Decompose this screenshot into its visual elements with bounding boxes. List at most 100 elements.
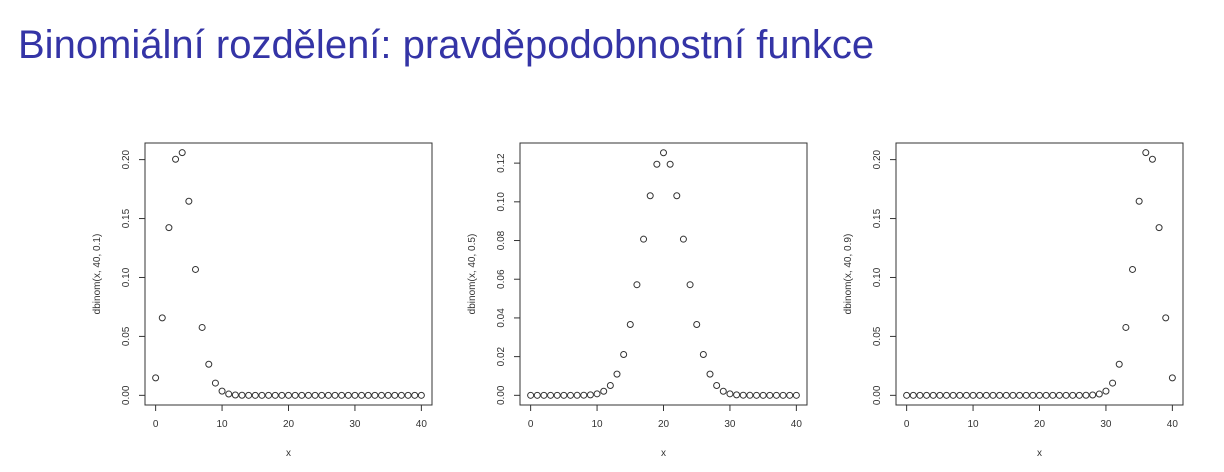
y-tick-label: 0.04 xyxy=(496,308,507,328)
y-tick-label: 0.20 xyxy=(121,149,132,169)
point xyxy=(178,149,186,157)
point xyxy=(411,391,419,399)
point xyxy=(1168,374,1176,382)
point xyxy=(606,381,614,389)
point xyxy=(165,224,173,232)
point xyxy=(205,360,213,368)
x-tick-label: 20 xyxy=(1034,419,1046,430)
point xyxy=(620,350,628,358)
point xyxy=(679,235,687,243)
point xyxy=(626,321,634,329)
point xyxy=(666,160,674,168)
point xyxy=(291,391,299,399)
point xyxy=(779,391,787,399)
point xyxy=(185,197,193,205)
y-axis-label: dbinom(x, 40, 0.9) xyxy=(843,234,854,315)
y-tick-label: 0.10 xyxy=(496,192,507,212)
x-tick-label: 0 xyxy=(528,419,534,430)
point xyxy=(719,387,727,395)
y-tick-label: 0.08 xyxy=(496,230,507,250)
point xyxy=(298,391,306,399)
y-tick-label: 0.05 xyxy=(872,326,883,346)
point xyxy=(573,391,581,399)
point xyxy=(686,281,694,289)
point xyxy=(553,391,561,399)
y-tick-label: 0.06 xyxy=(496,269,507,289)
point xyxy=(1142,149,1150,157)
y-tick-label: 0.00 xyxy=(496,385,507,405)
point xyxy=(593,390,601,398)
point xyxy=(311,391,319,399)
point xyxy=(238,391,246,399)
x-tick-label: 40 xyxy=(1167,419,1179,430)
point xyxy=(344,391,352,399)
slide-title: Binomiální rozdělení: pravděpodobnostní … xyxy=(18,23,874,67)
point xyxy=(191,265,199,273)
point xyxy=(586,391,594,399)
point xyxy=(733,391,741,399)
point xyxy=(786,391,794,399)
point xyxy=(1082,391,1090,399)
point xyxy=(285,391,292,399)
point xyxy=(417,391,425,399)
point xyxy=(759,391,767,399)
point xyxy=(949,391,957,399)
x-tick-label: 10 xyxy=(592,419,604,430)
point xyxy=(158,314,166,322)
point xyxy=(245,391,253,399)
point xyxy=(1115,360,1123,368)
point xyxy=(640,235,648,243)
point xyxy=(1122,323,1130,331)
point xyxy=(318,391,326,399)
point xyxy=(600,387,608,395)
point xyxy=(384,391,392,399)
x-tick-label: 0 xyxy=(904,419,910,430)
point xyxy=(956,391,964,399)
x-tick-label: 40 xyxy=(791,419,803,430)
y-axis-label: dbinom(x, 40, 0.1) xyxy=(92,234,103,315)
point xyxy=(198,323,206,331)
point xyxy=(225,390,233,398)
point xyxy=(364,391,372,399)
x-tick-label: 20 xyxy=(283,419,295,430)
point xyxy=(324,391,332,399)
point xyxy=(1069,391,1077,399)
x-axis-label: x xyxy=(661,448,666,459)
point xyxy=(304,391,312,399)
y-tick-label: 0.10 xyxy=(872,267,883,287)
x-tick-label: 0 xyxy=(153,419,159,430)
point xyxy=(660,149,667,157)
x-tick-label: 10 xyxy=(968,419,980,430)
y-tick-label: 0.20 xyxy=(872,149,883,169)
point xyxy=(211,379,219,387)
point xyxy=(693,321,701,329)
point xyxy=(265,391,273,399)
point xyxy=(699,350,707,358)
y-tick-label: 0.10 xyxy=(121,267,132,287)
point xyxy=(1036,391,1043,399)
x-tick-label: 30 xyxy=(1100,419,1112,430)
point xyxy=(646,192,654,200)
point xyxy=(152,374,160,382)
point xyxy=(976,391,984,399)
y-tick-label: 0.15 xyxy=(121,208,132,228)
point xyxy=(547,391,555,399)
point xyxy=(1129,265,1137,273)
point xyxy=(218,387,226,395)
point xyxy=(231,391,239,399)
point xyxy=(1022,391,1030,399)
point xyxy=(713,381,721,389)
point xyxy=(929,391,937,399)
point xyxy=(726,390,734,398)
point xyxy=(1055,391,1063,399)
point xyxy=(936,391,944,399)
point xyxy=(251,391,259,399)
point xyxy=(331,391,339,399)
y-tick-label: 0.05 xyxy=(121,326,132,346)
y-tick-label: 0.12 xyxy=(496,153,507,173)
point xyxy=(371,391,379,399)
point xyxy=(753,391,761,399)
x-tick-label: 10 xyxy=(217,419,229,430)
